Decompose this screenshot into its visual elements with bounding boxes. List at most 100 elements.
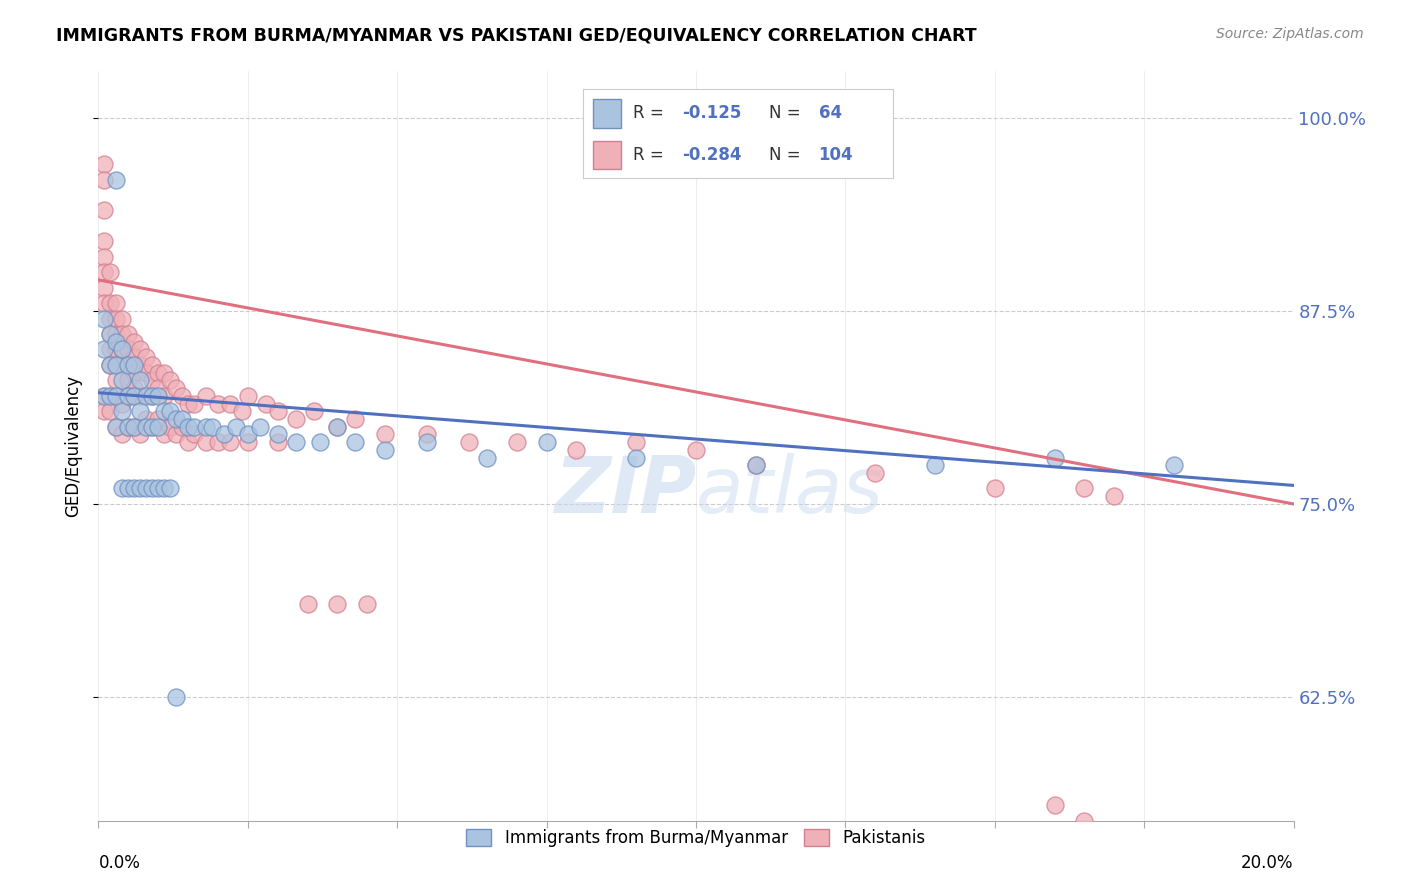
Point [93,265,115,279]
Point [177,419,200,434]
Point [416,435,439,450]
Point [117,326,139,341]
Point [326,419,349,434]
Point [111,311,134,326]
Point [153,389,176,403]
Point [165,427,187,442]
Point [141,482,163,496]
Point [236,389,259,403]
Point [1073,482,1095,496]
Point [267,404,290,418]
Point [165,690,187,704]
Point [148,419,170,434]
Point [231,404,253,418]
Point [267,427,290,442]
Point [141,389,163,403]
Point [165,412,187,426]
Point [183,427,205,442]
Text: IMMIGRANTS FROM BURMA/MYANMAR VS PAKISTANI GED/EQUIVALENCY CORRELATION CHART: IMMIGRANTS FROM BURMA/MYANMAR VS PAKISTA… [56,27,977,45]
Point [148,389,170,403]
Point [93,280,115,294]
Point [1043,798,1066,813]
Text: R =: R = [633,146,669,164]
Point [129,482,152,496]
Point [924,458,946,473]
Point [148,381,170,395]
Point [105,373,128,387]
Point [225,419,247,434]
Y-axis label: GED/Equivalency: GED/Equivalency [63,375,82,517]
Point [105,389,128,403]
Point [135,389,157,403]
Point [105,419,128,434]
Point [105,419,128,434]
Point [183,419,205,434]
Point [93,203,115,218]
Point [141,419,163,434]
Point [93,235,115,249]
Point [135,350,157,364]
Point [183,396,205,410]
Point [111,396,134,410]
Text: N =: N = [769,104,806,122]
Point [1043,450,1066,465]
Point [111,358,134,372]
Point [93,172,115,186]
Point [124,334,146,349]
Point [129,389,152,403]
Point [207,396,229,410]
Point [124,366,146,380]
Point [111,404,134,418]
Point [344,435,367,450]
Point [326,598,349,612]
Point [111,326,134,341]
Point [93,311,115,326]
Point [105,334,128,349]
Point [98,311,122,326]
Point [148,366,170,380]
Point [93,389,115,403]
Text: 104: 104 [818,146,853,164]
Point [98,343,122,357]
Text: -0.125: -0.125 [682,104,742,122]
Point [98,296,122,310]
Point [124,389,146,403]
Point [98,389,122,403]
Point [344,412,367,426]
Text: Source: ZipAtlas.com: Source: ZipAtlas.com [1216,27,1364,41]
Point [135,366,157,380]
Point [148,482,170,496]
Point [98,358,122,372]
Point [153,427,176,442]
Point [117,343,139,357]
Point [153,404,176,418]
Point [416,427,439,442]
Point [93,296,115,310]
Point [124,419,146,434]
Point [98,404,122,418]
Point [302,404,325,418]
Point [374,427,396,442]
Point [984,482,1007,496]
Point [308,435,330,450]
Point [195,435,218,450]
Point [105,311,128,326]
Point [195,419,218,434]
Point [93,343,115,357]
Point [159,404,181,418]
Text: R =: R = [633,104,669,122]
Point [98,265,122,279]
Legend: Immigrants from Burma/Myanmar, Pakistanis: Immigrants from Burma/Myanmar, Pakistani… [460,822,932,854]
Point [124,389,146,403]
Point [105,389,128,403]
Point [212,427,235,442]
Point [141,358,163,372]
Point [159,373,181,387]
Point [865,466,887,480]
Point [284,435,307,450]
Text: N =: N = [769,146,806,164]
Point [165,381,187,395]
Point [124,381,146,395]
Point [172,419,194,434]
Point [219,396,242,410]
